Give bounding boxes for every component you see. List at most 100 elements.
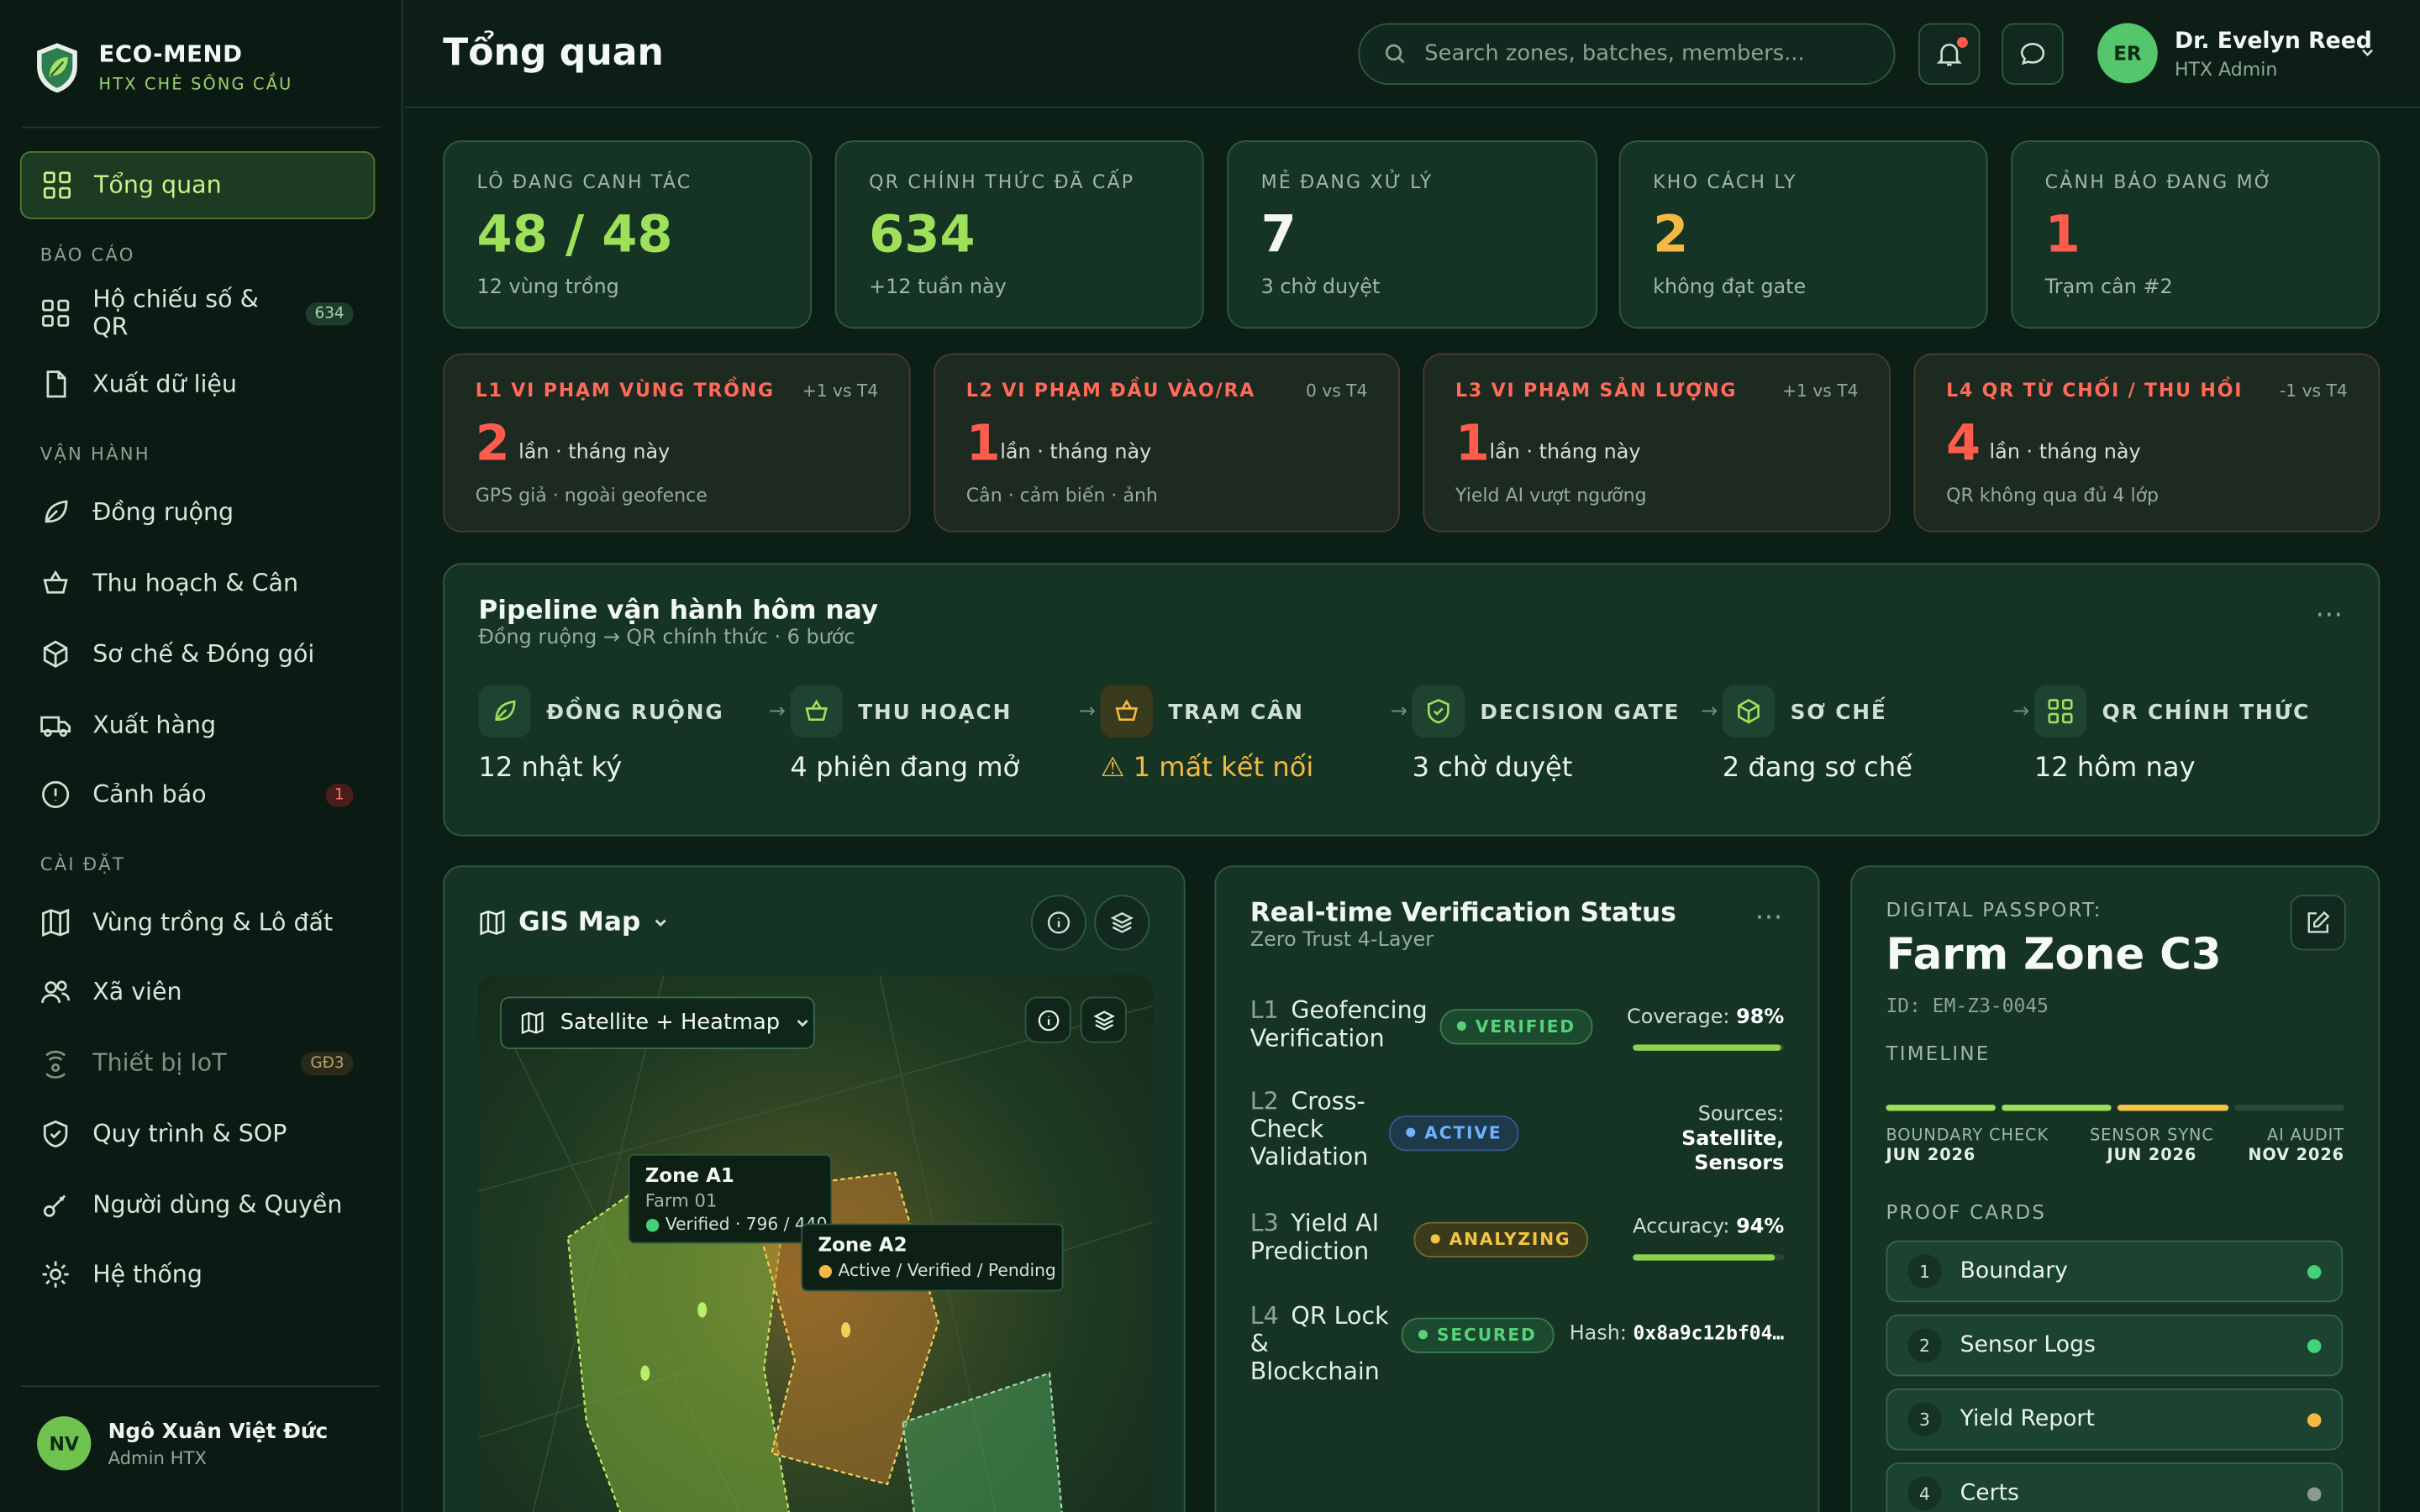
nav-system[interactable]: Hệ thống [20, 1241, 375, 1309]
violation-card[interactable]: L2 VI PHẠM ĐẦU VÀO/RA 0 vs T4 1 lần · th… [934, 353, 1400, 533]
verification-row[interactable]: L2 Cross-Check Validation ACTIVE Sources:… [1250, 1088, 1785, 1180]
zone-c-polygon[interactable] [902, 1372, 1065, 1512]
nav-processing-packing[interactable]: Sơ chế & Đóng gói [20, 620, 375, 688]
proof-card[interactable]: 2 Sensor Logs [1886, 1314, 2344, 1377]
violation-count: 4 [1946, 413, 1981, 473]
nav-overview-label: Tổng quan [94, 171, 222, 199]
phase-badge: GĐ3 [301, 1051, 354, 1075]
search-input[interactable] [1424, 41, 1872, 66]
layers-button[interactable] [1094, 895, 1150, 951]
kpi-card[interactable]: QR CHÍNH THỨC ĐÃ CẤP 634 +12 tuần này [834, 140, 1204, 329]
status-badge: ANALYZING [1413, 1221, 1588, 1257]
zone-farm: Farm 01 [644, 1189, 718, 1211]
violation-card[interactable]: L3 VI PHẠM SẢN LƯỢNG +1 vs T4 1 lần · th… [1423, 353, 1891, 533]
kpi-card[interactable]: KHO CÁCH LY 2 không đạt gate [1618, 140, 1988, 329]
nav-passport-qr[interactable]: Hộ chiếu số & QR 634 [20, 278, 375, 349]
layer-name: Cross-Check Validation [1249, 1087, 1369, 1172]
kpi-label: CẢNH BÁO ĐANG MỞ [2044, 171, 2274, 193]
shield-check-icon [43, 1120, 68, 1148]
digital-passport-panel: DIGITAL PASSPORT: Farm Zone C3 ID: EM-Z3… [1850, 865, 2381, 1512]
shield-check-icon [1412, 685, 1465, 738]
violation-unit: lần · tháng này [1000, 441, 1152, 465]
pipeline-step[interactable]: → DECISION GATE 3 chờ duyệt [1391, 685, 1721, 824]
layer-select[interactable]: Satellite + Heatmap [500, 996, 815, 1049]
pipeline-step[interactable]: → THU HOẠCH 4 phiên đang mở [769, 685, 1098, 824]
nav-label: Quy trình & SOP [92, 1120, 287, 1148]
notifications-button[interactable] [1918, 23, 1981, 86]
nav-members[interactable]: Xã viên [20, 958, 375, 1026]
panel-title: GIS Map [518, 906, 641, 938]
wifi-icon [45, 1050, 66, 1079]
nav-fields[interactable]: Đồng ruộng [20, 478, 375, 546]
violation-count: 1 [1455, 413, 1490, 473]
shield-leaf-logo-icon [37, 42, 77, 92]
violation-unit: lần · tháng này [1989, 441, 2141, 465]
milestone-date: JUN 2026 [2107, 1146, 2197, 1165]
map-canvas[interactable]: Satellite + Heatmap Zone A1 Farm 01 ● Ve… [478, 974, 1154, 1512]
more-options-icon[interactable]: ⋯ [2315, 598, 2344, 632]
nav-label: Đồng ruộng [92, 498, 234, 527]
pipeline-step[interactable]: → SƠ CHẾ 2 đang sơ chế [1701, 685, 2031, 824]
verification-row[interactable]: L3 Yield AI Prediction ANALYZING Accuracy… [1250, 1210, 1785, 1287]
layers-icon [1110, 912, 1134, 933]
kpi-card[interactable]: MẺ ĐANG XỬ LÝ 7 3 chờ duyệt [1227, 140, 1598, 329]
edit-button[interactable] [2290, 895, 2346, 951]
verification-row[interactable]: L4 QR Lock & Blockchain SECURED Hash: 0x8… [1250, 1302, 1785, 1394]
nav-iot-devices[interactable]: Thiết bị IoT GĐ3 [20, 1029, 375, 1097]
step-name: SƠ CHẾ [1790, 700, 1887, 726]
pipeline-step[interactable]: ĐỒNG RUỘNG 12 nhật ký [478, 685, 786, 824]
info-button[interactable] [1030, 895, 1087, 951]
layer-name: Yield AI Prediction [1249, 1209, 1380, 1266]
nav-label: Xuất dữ liệu [92, 370, 237, 398]
nav-process-sop[interactable]: Quy trình & SOP [20, 1100, 375, 1168]
nav-harvest-weigh[interactable]: Thu hoạch & Cân [20, 549, 375, 617]
violation-card[interactable]: L4 QR TỪ CHỐI / THU HỒI -1 vs T4 4 lần ·… [1913, 353, 2381, 533]
passport-label: DIGITAL PASSPORT: [1886, 897, 2102, 921]
metric-value: Satellite, Sensors [1681, 1127, 1785, 1176]
proof-card[interactable]: 1 Boundary [1886, 1240, 2344, 1303]
proof-number: 4 [1907, 1476, 1942, 1511]
verification-row[interactable]: L1 Geofencing Verification VERIFIED Cover… [1250, 997, 1785, 1074]
box-icon [43, 640, 68, 669]
more-options-icon[interactable]: ⋯ [1754, 900, 1785, 934]
violation-sub: Yield AI vượt ngưỡng [1455, 484, 1647, 507]
nav-overview[interactable]: Tổng quan [19, 150, 376, 219]
brand[interactable]: ECO-MEND HTX CHÈ SÔNG CẦU [34, 40, 292, 94]
map-info-button[interactable] [1024, 996, 1071, 1043]
nav-alerts[interactable]: Cảnh báo 1 [20, 761, 375, 829]
pipeline-step[interactable]: → QR CHÍNH THỨC 12 hôm nay [2012, 685, 2343, 824]
violation-card[interactable]: L1 VI PHẠM VÙNG TRỒNG +1 vs T4 2 lần · t… [443, 353, 911, 533]
search-box[interactable] [1358, 23, 1896, 86]
zone-a1-polygon[interactable] [566, 1159, 795, 1512]
alert-count-badge: 1 [324, 783, 354, 806]
nav-shipping[interactable]: Xuất hàng [20, 691, 375, 759]
info-icon [1047, 911, 1071, 934]
nav-users-permissions[interactable]: Người dùng & Quyền [20, 1171, 375, 1239]
messages-button[interactable] [2002, 23, 2064, 86]
map-layers-button[interactable] [1080, 996, 1127, 1043]
nav-export-data[interactable]: Xuất dữ liệu [20, 350, 375, 418]
sidebar-user[interactable]: NV Ngô Xuân Việt Đức Admin HTX [37, 1416, 329, 1471]
proof-card[interactable]: 4 Certs [1886, 1462, 2344, 1512]
metric-value: 94% [1736, 1215, 1785, 1239]
user-name: Ngô Xuân Việt Đức [108, 1418, 329, 1444]
violation-title: L1 VI PHẠM VÙNG TRỒNG [475, 379, 775, 402]
metric-label: Sources: [1697, 1103, 1785, 1126]
nav-zones-plots[interactable]: Vùng trồng & Lô đất [20, 889, 375, 957]
kpi-card[interactable]: LÔ ĐANG CANH TÁC 48 / 48 12 vùng trồng [443, 140, 813, 329]
proof-card[interactable]: 3 Yield Report [1886, 1389, 2344, 1451]
metric-label: Hash: [1569, 1322, 1627, 1346]
section-reports: BÁO CÁO [39, 244, 135, 265]
divider [21, 1385, 380, 1388]
timeline-segment [2234, 1105, 2344, 1111]
step-value-warning: ⚠ 1 mất kết nối [1100, 753, 1314, 785]
kpi-card[interactable]: CẢNH BÁO ĐANG MỞ 1 Trạm cân #2 [2011, 140, 2381, 329]
gis-title-dropdown[interactable]: GIS Map [478, 907, 668, 938]
status-badge: ACTIVE [1389, 1115, 1519, 1152]
pipeline-step[interactable]: → TRẠM CÂN ⚠ 1 mất kết nối [1079, 685, 1409, 824]
nav-label: Thu hoạch & Cân [92, 569, 299, 597]
step-value: 12 hôm nay [2033, 753, 2196, 785]
status-badge: SECURED [1401, 1317, 1554, 1353]
arrow-right-icon: → [1701, 700, 1718, 724]
header-user-menu[interactable]: ER Dr. Evelyn Reed HTX Admin [2097, 22, 2375, 87]
